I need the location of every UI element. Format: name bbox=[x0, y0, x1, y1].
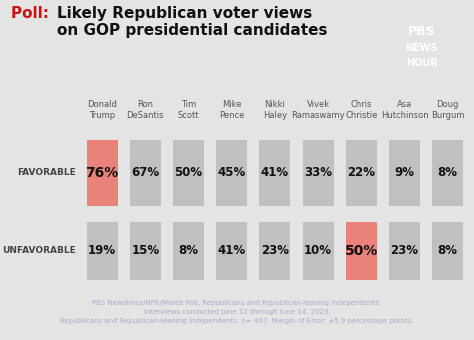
Text: 50%: 50% bbox=[174, 166, 202, 179]
Text: 19%: 19% bbox=[88, 244, 116, 257]
Text: 67%: 67% bbox=[131, 166, 159, 179]
Bar bbox=[87, 222, 118, 280]
Text: 8%: 8% bbox=[438, 166, 458, 179]
Bar bbox=[346, 222, 377, 280]
Text: FAVORABLE: FAVORABLE bbox=[17, 168, 76, 177]
Text: 22%: 22% bbox=[347, 166, 375, 179]
Text: 50%: 50% bbox=[345, 244, 378, 258]
Text: 10%: 10% bbox=[304, 244, 332, 257]
Bar bbox=[87, 140, 118, 206]
Bar bbox=[389, 140, 420, 206]
Text: NEWS: NEWS bbox=[406, 44, 438, 53]
Text: Ron
DeSantis: Ron DeSantis bbox=[127, 100, 164, 120]
Text: 9%: 9% bbox=[394, 166, 414, 179]
Bar bbox=[302, 140, 334, 206]
Text: PBS NewsHour/NPR/Marist Poll, Republicans and Republican-leaning independents.
I: PBS NewsHour/NPR/Marist Poll, Republican… bbox=[60, 300, 414, 324]
Bar bbox=[173, 140, 204, 206]
Bar bbox=[389, 222, 420, 280]
Text: 23%: 23% bbox=[261, 244, 289, 257]
Bar bbox=[216, 140, 247, 206]
Text: Likely Republican voter views
on GOP presidential candidates: Likely Republican voter views on GOP pre… bbox=[57, 6, 328, 38]
Text: PBS: PBS bbox=[408, 25, 436, 38]
Text: Asa
Hutchinson: Asa Hutchinson bbox=[381, 100, 428, 120]
Text: Mike
Pence: Mike Pence bbox=[219, 100, 245, 120]
Bar bbox=[346, 140, 377, 206]
Bar bbox=[216, 222, 247, 280]
Text: Nikki
Haley: Nikki Haley bbox=[263, 100, 287, 120]
Bar bbox=[259, 222, 291, 280]
Bar bbox=[432, 222, 463, 280]
Bar bbox=[259, 140, 291, 206]
Text: Poll:: Poll: bbox=[11, 6, 60, 21]
Text: 33%: 33% bbox=[304, 166, 332, 179]
Bar bbox=[130, 222, 161, 280]
Text: 8%: 8% bbox=[179, 244, 199, 257]
Text: HOUR: HOUR bbox=[406, 57, 438, 68]
Text: 15%: 15% bbox=[131, 244, 159, 257]
Text: Doug
Burgum: Doug Burgum bbox=[431, 100, 465, 120]
Text: 76%: 76% bbox=[85, 166, 119, 180]
Text: 41%: 41% bbox=[261, 166, 289, 179]
Bar bbox=[130, 140, 161, 206]
Bar bbox=[302, 222, 334, 280]
Text: Vivek
Ramaswamy: Vivek Ramaswamy bbox=[292, 100, 345, 120]
Text: 8%: 8% bbox=[438, 244, 458, 257]
Text: Donald
Trump: Donald Trump bbox=[87, 100, 117, 120]
Text: Tim
Scott: Tim Scott bbox=[178, 100, 199, 120]
Text: UNFAVORABLE: UNFAVORABLE bbox=[2, 246, 76, 255]
Bar bbox=[432, 140, 463, 206]
Bar bbox=[173, 222, 204, 280]
Text: 23%: 23% bbox=[391, 244, 419, 257]
Text: 45%: 45% bbox=[218, 166, 246, 179]
Text: Chris
Christie: Chris Christie bbox=[345, 100, 377, 120]
Text: 41%: 41% bbox=[218, 244, 246, 257]
